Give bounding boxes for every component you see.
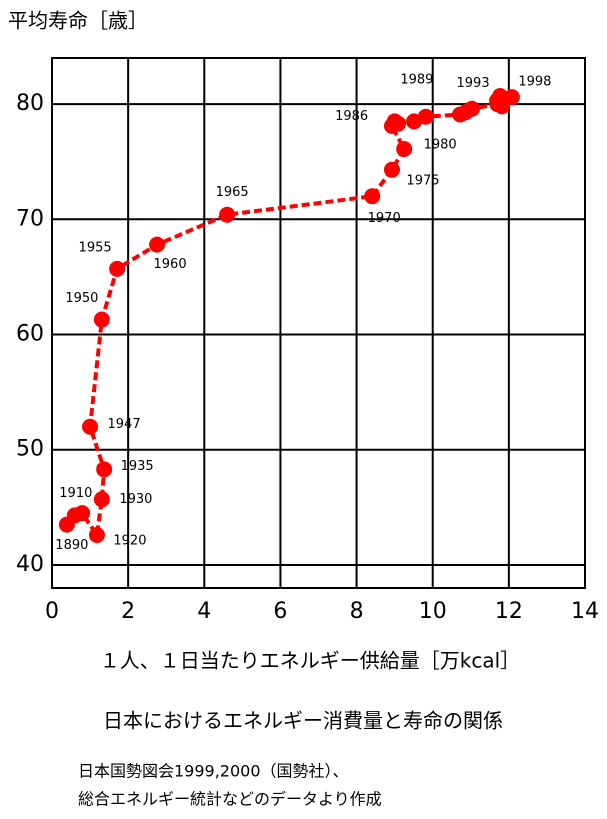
- point-label: 1960: [154, 257, 187, 272]
- data-point: [96, 461, 113, 478]
- x-tick-label: 12: [495, 599, 523, 624]
- x-tick-label: 8: [350, 599, 364, 624]
- x-tick-label: 6: [273, 599, 287, 624]
- point-label: 1989: [400, 72, 433, 87]
- data-point: [463, 100, 480, 117]
- data-point: [74, 505, 91, 522]
- point-label: 1993: [457, 76, 490, 91]
- point-label: 1930: [119, 492, 152, 507]
- y-tick-label: 40: [16, 552, 44, 577]
- x-tick-label: 2: [121, 599, 135, 624]
- data-point: [489, 92, 506, 109]
- point-label: 1986: [335, 109, 368, 124]
- data-point: [383, 161, 400, 178]
- point-label: 1998: [518, 75, 551, 90]
- data-point: [417, 108, 434, 125]
- y-tick-label: 60: [16, 322, 44, 347]
- x-tick-label: 10: [419, 599, 447, 624]
- source-note: 日本国勢図会1999,2000（国勢社）、: [78, 762, 349, 781]
- data-point: [386, 113, 403, 130]
- point-label: 1890: [55, 538, 88, 553]
- point-label: 1920: [113, 534, 146, 549]
- y-tick-label: 70: [16, 206, 44, 231]
- point-label: 1947: [108, 417, 141, 432]
- x-tick-label: 4: [197, 599, 211, 624]
- data-point: [93, 311, 110, 328]
- y-tick-label: 50: [16, 437, 44, 462]
- data-point: [88, 527, 105, 543]
- data-point: [219, 206, 236, 223]
- point-label: 1970: [368, 211, 401, 226]
- point-label: 1980: [424, 138, 457, 153]
- y-tick-label: 80: [16, 91, 44, 116]
- x-axis-label: １人、１日当たりエネルギー供給量［万kcal］: [100, 649, 520, 673]
- point-label: 1955: [79, 240, 112, 255]
- data-point: [93, 491, 110, 508]
- point-label: 1975: [406, 173, 439, 188]
- data-point: [396, 141, 413, 158]
- point-label: 1950: [65, 291, 98, 306]
- point-label: 1965: [216, 185, 249, 200]
- data-point: [503, 89, 520, 106]
- data-point: [149, 236, 166, 253]
- x-tick-label: 0: [45, 599, 59, 624]
- data-point: [82, 418, 99, 435]
- plot-area: [51, 57, 586, 589]
- data-point: [109, 260, 126, 277]
- x-tick-label: 14: [571, 599, 599, 624]
- y-axis-label: 平均寿命［歳］: [8, 9, 148, 33]
- chart-title: 日本におけるエネルギー消費量と寿命の関係: [103, 709, 503, 733]
- point-label: 1910: [59, 486, 92, 501]
- data-point: [364, 188, 381, 205]
- point-label: 1935: [121, 459, 154, 474]
- source-note: 総合エネルギー統計などのデータより作成: [78, 790, 382, 809]
